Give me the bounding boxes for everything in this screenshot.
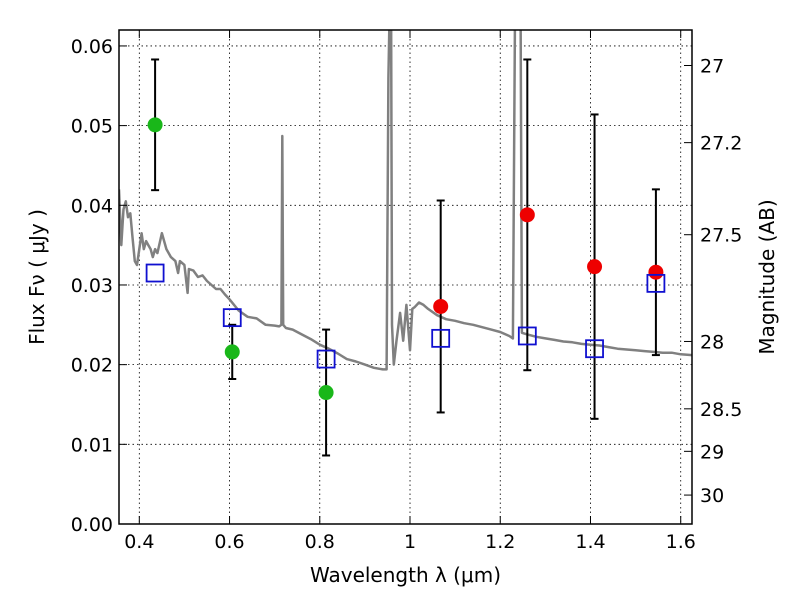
data-point — [587, 259, 603, 275]
x-tick-label: 1.4 — [575, 531, 605, 553]
y-tick-label: 0.05 — [71, 116, 113, 138]
model-photometry-point — [646, 273, 666, 293]
spectrum-layer — [119, 30, 692, 371]
right-tick-label: 27.5 — [700, 225, 742, 247]
data-point — [318, 385, 334, 401]
grid-layer — [119, 30, 692, 524]
x-tick-label: 1.2 — [485, 531, 515, 553]
model-spectrum-line — [119, 30, 692, 371]
model-photometry-point — [222, 308, 242, 328]
y-tick-label: 0.00 — [71, 514, 113, 536]
y-tick-label: 0.02 — [71, 355, 113, 377]
tick-layer: 0.4 0.6 0.8 1 1.2 1.4 1.6 0.00 0.01 0.02 0.03 0.04 0… — [71, 30, 742, 553]
model-photometry-point — [316, 349, 336, 369]
y-tick-label: 0.06 — [71, 36, 113, 58]
model-photometry-point — [145, 263, 165, 283]
data-point — [224, 344, 240, 360]
data-point — [648, 264, 664, 280]
data-point — [433, 298, 449, 314]
plot-frame — [118, 29, 693, 525]
errorbar-layer — [151, 58, 660, 457]
right-tick-label: 28.5 — [700, 399, 742, 421]
y-tick-label: 0.04 — [71, 195, 113, 217]
marker-layer — [145, 117, 666, 401]
x-tick-label: 1 — [404, 531, 416, 553]
right-axis-label: Magnitude (AB) — [755, 199, 779, 354]
x-axis-label: Wavelength λ (μm) — [310, 563, 501, 587]
data-point — [519, 207, 535, 223]
model-photometry-point — [431, 328, 451, 348]
model-photometry-point — [585, 339, 604, 359]
right-tick-label: 30 — [700, 485, 724, 507]
right-tick-label: 27.2 — [700, 133, 742, 155]
x-tick-label: 0.6 — [214, 531, 244, 553]
y-axis-label: Flux Fν ( μJy ) — [25, 209, 49, 345]
x-tick-label: 0.4 — [124, 531, 154, 553]
right-tick-label: 28 — [700, 331, 724, 353]
y-tick-label: 0.01 — [71, 434, 113, 456]
label-layer: Wavelength λ (μm) Flux Fν ( μJy ) Magnit… — [25, 199, 779, 587]
x-tick-label: 1.6 — [666, 531, 696, 553]
y-tick-label: 0.03 — [71, 275, 113, 297]
data-point — [147, 117, 163, 133]
right-tick-label: 29 — [700, 441, 724, 463]
x-tick-label: 0.8 — [305, 531, 335, 553]
right-tick-label: 27 — [700, 56, 724, 78]
model-photometry-point — [517, 326, 537, 346]
